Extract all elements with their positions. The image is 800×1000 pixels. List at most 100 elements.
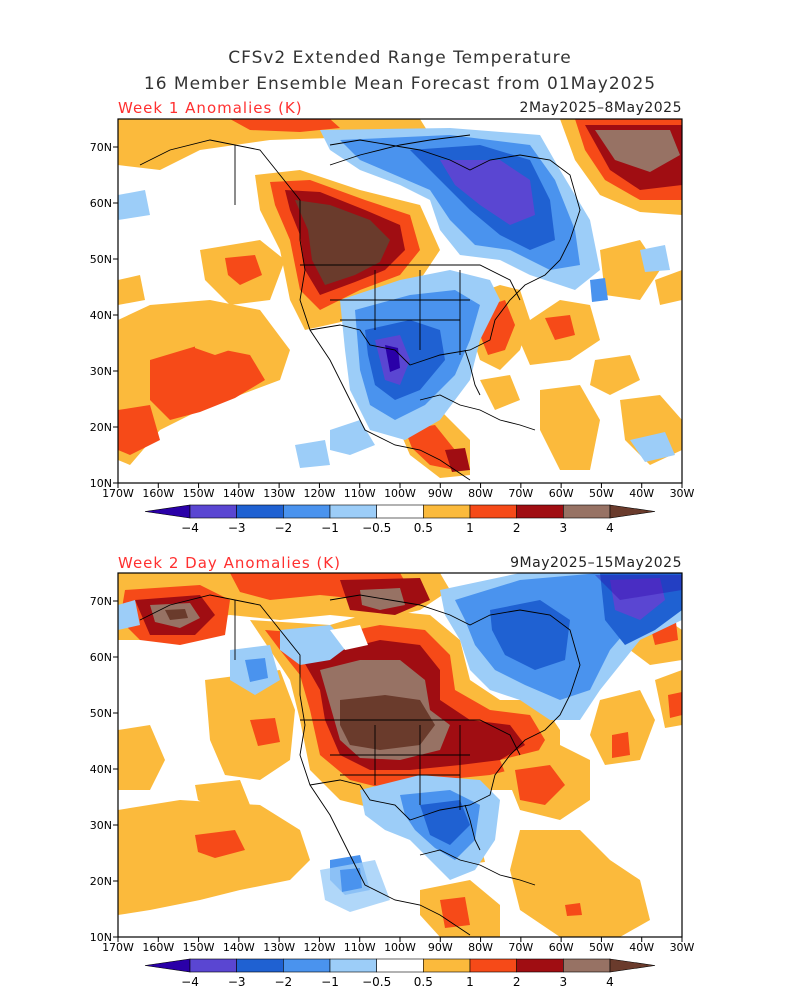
panel1-lon-label: 120W [303, 487, 335, 500]
panel1-colorbar-swatch [376, 504, 424, 519]
panel1-colorbar-swatch [236, 504, 284, 519]
panel2-lat-label: 60N [90, 651, 112, 664]
panel1-map [117, 118, 683, 484]
panel1-colorbar-label: −3 [228, 521, 246, 535]
panel2-lat-label: 70N [90, 595, 112, 608]
panel2-colorbar-swatch [329, 958, 377, 973]
panel2-colorbar-label: 4 [606, 975, 614, 989]
panel2-colorbar-swatch [563, 958, 611, 973]
panel1-colorbar-swatch [329, 504, 377, 519]
panel1-colorbar-label: 3 [560, 521, 568, 535]
panel1-cold-anomalies [118, 128, 675, 468]
panel1-lat-label: 70N [90, 141, 112, 154]
panel1-lon-label: 100W [384, 487, 416, 500]
panel2-lon-label: 150W [183, 941, 215, 954]
panel2-coastlines [139, 594, 581, 936]
panel2-lat-labels: 70N 60N 50N 40N 30N 20N 10N [90, 595, 118, 944]
panel1-lon-label: 90W [428, 487, 453, 500]
panel2-dates: 9May2025–15May2025 [510, 555, 682, 571]
panel2-colorbar-swatch [469, 958, 517, 973]
panel2-colorbar-arrow-low [144, 958, 191, 973]
panel1-lat-label: 30N [90, 365, 112, 378]
panel1-colorbar-label: −4 [181, 521, 199, 535]
panel1-lon-label: 30W [670, 487, 695, 500]
panel1-colorbar-swatch [423, 504, 471, 519]
panel2-colorbar-swatch [376, 958, 424, 973]
panel1-lat-label: 10N [90, 477, 112, 490]
panel1-colorbar-label: −1 [321, 521, 339, 535]
panel1-lon-label: 110W [344, 487, 376, 500]
panel2-lon-label: 170W [102, 941, 134, 954]
panel2-colorbar-label: 3 [560, 975, 568, 989]
panel1-lon-label: 40W [629, 487, 654, 500]
panel1-colorbar-swatch [469, 504, 517, 519]
panel2-colorbar-label: 1 [466, 975, 474, 989]
panel2-lon-label: 40W [629, 941, 654, 954]
panel1-colorbar-label: −0.5 [362, 521, 391, 535]
panel2-lon-label: 110W [344, 941, 376, 954]
panel2-map [117, 572, 683, 938]
panel1-lon-label: 130W [263, 487, 295, 500]
panel2-colorbar-arrow-high [609, 958, 656, 973]
panel2-lon-labels: 170W 160W 150W 140W 130W 120W 110W 100W 90W 80W 70… [102, 937, 695, 954]
panel2-colorbar-swatch [423, 958, 471, 973]
panel1-label: Week 1 Anomalies (K) [118, 99, 303, 117]
panel1-lat-label: 20N [90, 421, 112, 434]
panel2-lon-label: 120W [303, 941, 335, 954]
panel2-lon-label: 30W [670, 941, 695, 954]
panel1-lon-label: 70W [508, 487, 533, 500]
panel2-lon-label: 50W [589, 941, 614, 954]
panel2-lat-label: 30N [90, 819, 112, 832]
panel1-lat-label: 40N [90, 309, 112, 322]
panel1-colorbar-label: 4 [606, 521, 614, 535]
panel1-lat-label: 60N [90, 197, 112, 210]
panel1-coastlines [139, 134, 581, 481]
panel1-lon-label: 60W [549, 487, 574, 500]
panel1-colorbar-swatch [189, 504, 237, 519]
panel1-colorbar-label: 0.5 [414, 521, 433, 535]
panel1-lon-label: 150W [183, 487, 215, 500]
panel2-colorbar-label: 0.5 [414, 975, 433, 989]
panel1-lon-labels: 170W 160W 150W 140W 130W 120W 110W 100W 90W 80W 70… [102, 483, 695, 500]
panel1-lon-label: 170W [102, 487, 134, 500]
panel2-colorbar-label: −3 [228, 975, 246, 989]
panel2-lat-label: 20N [90, 875, 112, 888]
panel2-lon-label: 140W [223, 941, 255, 954]
panel2-colorbar-swatch [189, 958, 237, 973]
panel1-colorbar-swatch [563, 504, 611, 519]
panel2-lon-label: 70W [508, 941, 533, 954]
panel2-colorbar-label: −1 [321, 975, 339, 989]
panel1-lon-label: 140W [223, 487, 255, 500]
chart-title-line1: CFSv2 Extended Range Temperature [228, 48, 572, 68]
panel2-colorbar-label: −2 [274, 975, 292, 989]
panel1-colorbar-arrow-low [144, 504, 191, 519]
panel2-lon-label: 80W [468, 941, 493, 954]
panel2-label: Week 2 Day Anomalies (K) [118, 554, 341, 572]
panel2-lon-label: 130W [263, 941, 295, 954]
panel2-colorbar-swatch [283, 958, 331, 973]
panel2-lon-label: 160W [142, 941, 174, 954]
panel2-colorbar-swatch [516, 958, 564, 973]
panel2-colorbar-label: −4 [181, 975, 199, 989]
panel2-lon-label: 100W [384, 941, 416, 954]
panel2-colorbar-label: 2 [513, 975, 521, 989]
panel1-lat-label: 50N [90, 253, 112, 266]
panel2-lon-label: 60W [549, 941, 574, 954]
panel2-lat-label: 10N [90, 931, 112, 944]
panel2-lon-label: 90W [428, 941, 453, 954]
panel1-lat-labels: 70N 60N 50N 40N 30N 20N 10N [90, 141, 118, 490]
chart-title-line2: 16 Member Ensemble Mean Forecast from 01… [143, 74, 657, 94]
panel1-lon-label: 160W [142, 487, 174, 500]
panel1-colorbar-label: −2 [274, 521, 292, 535]
panel1-lon-label: 80W [468, 487, 493, 500]
panel1-colorbar-arrow-high [609, 504, 656, 519]
panel1-colorbar-swatch [516, 504, 564, 519]
panel2-lat-label: 40N [90, 763, 112, 776]
panel2-colorbar-swatch [236, 958, 284, 973]
panel1-colorbar-swatch [283, 504, 331, 519]
panel1-lon-label: 50W [589, 487, 614, 500]
panel1-dates: 2May2025–8May2025 [519, 100, 682, 116]
panel2-cold-anomalies [118, 573, 682, 912]
panel2-colorbar: −4 −3 −2 −1 −0.5 0.5 1 2 3 4 [144, 958, 656, 989]
